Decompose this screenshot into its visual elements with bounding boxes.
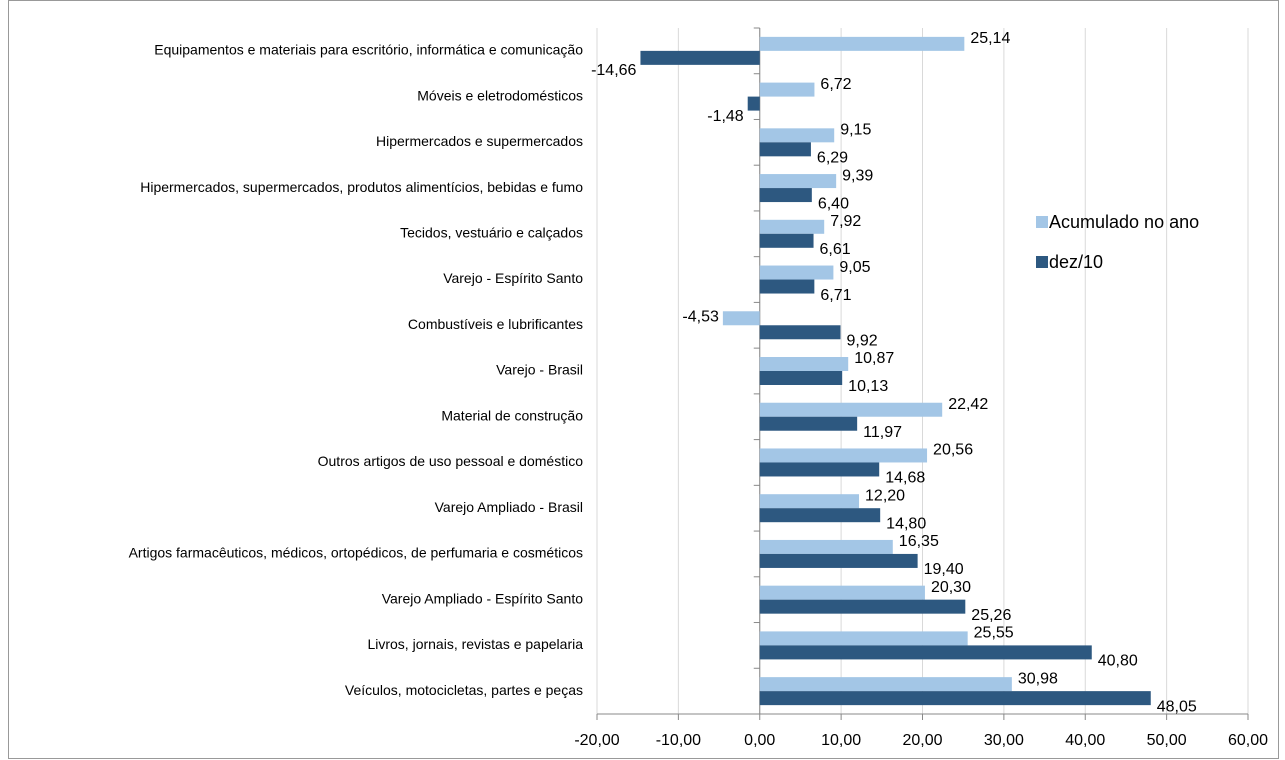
- bar: [722, 311, 760, 326]
- x-tick-label: 10,00: [821, 732, 861, 749]
- bar: [759, 599, 966, 614]
- data-label: 25,14: [970, 30, 1010, 47]
- data-label: 14,80: [886, 515, 926, 532]
- category-label: Livros, jornais, revistas e papelaria: [367, 636, 583, 652]
- category-label: Combustíveis e lubrificantes: [408, 316, 583, 332]
- category-label: Hipermercados, supermercados, produtos a…: [140, 179, 583, 195]
- bar: [759, 508, 881, 523]
- chart-border: [8, 0, 1279, 759]
- data-label: 6,29: [817, 150, 848, 167]
- bar: [759, 539, 893, 554]
- data-label: 7,92: [830, 213, 861, 230]
- x-tick-label: -10,00: [656, 732, 701, 749]
- bar: [759, 371, 843, 385]
- category-label: Outros artigos de uso pessoal e doméstic…: [318, 453, 584, 469]
- data-label: 19,40: [924, 561, 964, 578]
- bar: [759, 188, 812, 203]
- data-label: 9,05: [839, 259, 870, 276]
- bar: [759, 128, 835, 143]
- x-tick-label: 40,00: [1065, 732, 1105, 749]
- data-label: 20,56: [933, 442, 973, 459]
- data-label: 16,35: [899, 533, 939, 550]
- bar: [759, 265, 834, 280]
- bar: [759, 585, 925, 600]
- category-label: Artigos farmacêuticos, médicos, ortopédi…: [129, 545, 583, 561]
- category-label: Tecidos, vestuário e calçados: [400, 225, 583, 241]
- data-label: 25,55: [974, 625, 1014, 642]
- data-label: 40,80: [1098, 653, 1138, 670]
- data-label: 20,30: [931, 579, 971, 596]
- bar: [759, 553, 918, 568]
- legend-swatch: [1036, 256, 1048, 268]
- bar: [759, 279, 815, 294]
- data-label: 25,26: [971, 607, 1011, 624]
- x-tick-label: 0,00: [744, 732, 775, 749]
- data-label: 6,40: [818, 195, 849, 212]
- bar: [640, 50, 760, 65]
- data-label: -1,48: [707, 108, 744, 125]
- category-label: Móveis e eletrodomésticos: [417, 87, 583, 103]
- category-label: Varejo - Espírito Santo: [443, 270, 583, 286]
- x-tick-label: 30,00: [984, 732, 1024, 749]
- bar: [759, 691, 1151, 706]
- x-tick-label: -20,00: [574, 732, 619, 749]
- bar: [759, 233, 814, 248]
- legend-label: Acumulado no ano: [1049, 212, 1199, 232]
- category-label: Material de construção: [441, 407, 583, 423]
- data-label: 9,39: [842, 167, 873, 184]
- data-label: 9,15: [840, 122, 871, 139]
- category-label: Varejo Ampliado - Espírito Santo: [382, 590, 584, 606]
- category-label: Equipamentos e materiais para escritório…: [154, 42, 583, 58]
- data-label: 48,05: [1157, 698, 1197, 715]
- bar: [759, 631, 968, 646]
- bar: [759, 416, 858, 431]
- data-label: 9,92: [846, 332, 877, 349]
- category-label: Veículos, motocicletas, partes e peças: [345, 682, 583, 698]
- bar: [759, 448, 928, 463]
- x-tick-label: 20,00: [902, 732, 942, 749]
- data-label: -14,66: [591, 62, 636, 79]
- bar: [759, 174, 837, 189]
- bar: [759, 142, 811, 157]
- bar: [759, 645, 1092, 660]
- bar: [759, 325, 841, 340]
- category-label: Varejo Ampliado - Brasil: [435, 499, 583, 515]
- data-label: 12,20: [865, 487, 905, 504]
- legend-swatch: [1036, 216, 1048, 228]
- data-label: 11,97: [863, 424, 902, 441]
- x-tick-label: 60,00: [1228, 732, 1268, 749]
- data-label: 10,87: [854, 350, 894, 367]
- bar: [759, 494, 860, 509]
- category-label: Varejo - Brasil: [496, 362, 583, 378]
- category-label: Hipermercados e supermercados: [376, 133, 583, 149]
- data-label: 10,13: [848, 378, 888, 395]
- data-label: 30,98: [1018, 670, 1058, 687]
- bar: [759, 677, 1012, 692]
- bar: [759, 462, 880, 477]
- data-label: 22,42: [948, 396, 988, 413]
- bar: [759, 402, 943, 417]
- data-label: 6,71: [820, 287, 851, 304]
- bar: [759, 219, 825, 234]
- data-label: 14,68: [885, 470, 925, 487]
- bar: [759, 357, 849, 371]
- bar: [747, 96, 760, 111]
- data-label: -4,53: [682, 308, 719, 325]
- x-tick-label: 50,00: [1147, 732, 1187, 749]
- data-label: 6,61: [820, 241, 851, 258]
- bar: [759, 36, 965, 51]
- legend-label: dez/10: [1049, 252, 1103, 272]
- data-label: 6,72: [820, 76, 851, 93]
- bar: [759, 82, 815, 97]
